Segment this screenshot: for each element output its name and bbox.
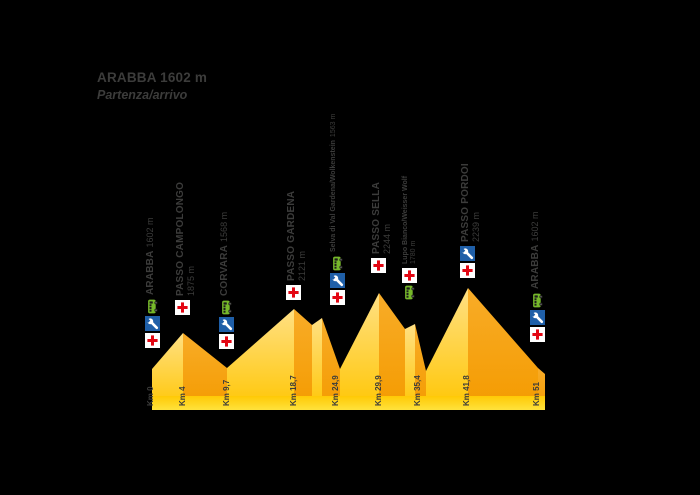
profile-segment <box>183 333 227 410</box>
waypoint-marker-arabba: ARABBA 1602 m <box>145 217 161 348</box>
bus-icon <box>219 300 234 315</box>
profile-segment <box>405 324 415 410</box>
waypoint-marker-passo-pordoi: PASSO PORDOI 2239 m <box>460 163 481 278</box>
waypoint-name: PASSO GARDENA <box>286 190 297 281</box>
profile-base-strip <box>152 396 545 410</box>
waypoint-name: PASSO PORDOI <box>460 163 471 242</box>
profile-segment <box>294 309 312 410</box>
waypoint-name: PASSO SELLA <box>371 181 382 254</box>
profile-segment <box>426 288 468 410</box>
first-aid-icon <box>286 285 301 300</box>
km-marker-corvara: Km 9,7 <box>222 379 231 406</box>
first-aid-icon <box>371 258 386 273</box>
waypoint-marker-passo-sella: PASSO SELLA 2244 m <box>371 182 392 273</box>
waypoint-marker-passo-campolongo: PASSO CAMPOLONGO 1875 m <box>175 182 196 315</box>
profile-segment <box>322 318 340 410</box>
service-wrench-icon <box>530 310 545 325</box>
waypoint-label: ARABBA 1602 m <box>530 211 541 289</box>
waypoint-label: Lupo Bianco/Weisser Wolf 1780 m <box>402 176 418 264</box>
profile-segment <box>152 333 183 410</box>
profile-segment <box>468 288 538 410</box>
bus-icon <box>145 299 160 314</box>
profile-segment <box>379 293 405 410</box>
waypoint-marker-arabba: ARABBA 1602 m <box>530 211 546 342</box>
waypoint-altitude: 1563 m <box>330 113 337 138</box>
waypoint-name: Selva di Val Gardena/Wolkenstein <box>330 140 337 252</box>
start-finish-subtitle: Partenza/arrivo <box>97 88 188 102</box>
waypoint-name: ARABBA <box>145 250 156 295</box>
start-finish-title: ARABBA 1602 m <box>97 70 208 85</box>
waypoint-name: Lupo Bianco/Weisser Wolf <box>402 175 409 264</box>
waypoint-marker-corvara: CORVARA 1568 m <box>219 212 235 349</box>
first-aid-icon <box>145 333 160 348</box>
bus-icon <box>330 256 345 271</box>
km-marker-arabba: Km 0 <box>146 386 155 406</box>
waypoint-label: CORVARA 1568 m <box>219 212 230 296</box>
waypoint-altitude: 2121 m <box>297 250 308 281</box>
first-aid-icon <box>330 290 345 305</box>
waypoint-name: PASSO CAMPOLONGO <box>175 181 186 296</box>
waypoint-label: Selva di Val Gardena/Wolkenstein 1563 m <box>330 114 338 252</box>
profile-segment <box>227 309 294 410</box>
first-aid-icon <box>219 334 234 349</box>
waypoint-marker-passo-gardena: PASSO GARDENA 2121 m <box>286 191 307 300</box>
waypoint-label: ARABBA 1602 m <box>145 217 156 295</box>
waypoint-marker-lupo-bianco-weisser-wolf: Lupo Bianco/Weisser Wolf 1780 m <box>402 176 418 300</box>
first-aid-icon <box>530 327 545 342</box>
bus-icon <box>530 293 545 308</box>
waypoint-name: CORVARA <box>219 244 230 296</box>
first-aid-icon <box>175 300 190 315</box>
service-wrench-icon <box>330 273 345 288</box>
waypoint-label: PASSO SELLA 2244 m <box>371 182 392 254</box>
waypoint-label: PASSO CAMPOLONGO 1875 m <box>175 182 196 296</box>
profile-segment <box>340 293 379 410</box>
waypoint-label: PASSO GARDENA 2121 m <box>286 191 307 281</box>
waypoint-label: PASSO PORDOI 2239 m <box>460 163 481 242</box>
service-wrench-icon <box>145 316 160 331</box>
profile-segment <box>312 318 322 410</box>
service-wrench-icon <box>219 317 234 332</box>
service-wrench-icon <box>460 246 475 261</box>
waypoint-altitude: 1602 m <box>145 217 155 248</box>
waypoint-name: ARABBA <box>530 244 541 289</box>
title-block: ARABBA 1602 m Partenza/arrivo <box>97 70 207 102</box>
profile-segment <box>415 324 426 410</box>
km-marker-lupo-bianco-weisser-wolf: Km 35,4 <box>413 375 422 406</box>
waypoint-altitude: 2239 m <box>471 211 482 242</box>
first-aid-icon <box>460 263 475 278</box>
km-marker-passo-pordoi: Km 41,8 <box>462 375 471 406</box>
km-marker-arabba: Km 51 <box>532 381 541 406</box>
waypoint-altitude: 1568 m <box>219 211 229 242</box>
km-marker-passo-sella: Km 29,9 <box>374 375 383 406</box>
waypoint-altitude: 2244 m <box>382 223 393 254</box>
waypoint-altitude: 1780 m <box>409 240 417 264</box>
km-marker-passo-gardena: Km 18,7 <box>289 375 298 406</box>
waypoint-marker-selva-di-val-gardena-wolkenstein: Selva di Val Gardena/Wolkenstein 1563 m <box>330 114 346 305</box>
km-marker-passo-campolongo: Km 4 <box>178 386 187 406</box>
km-marker-selva-di-val-gardena-wolkenstein: Km 24,9 <box>331 375 340 406</box>
first-aid-icon <box>402 268 417 283</box>
bus-icon <box>402 285 417 300</box>
waypoint-altitude: 1602 m <box>530 211 540 242</box>
waypoint-altitude: 1875 m <box>186 265 197 296</box>
